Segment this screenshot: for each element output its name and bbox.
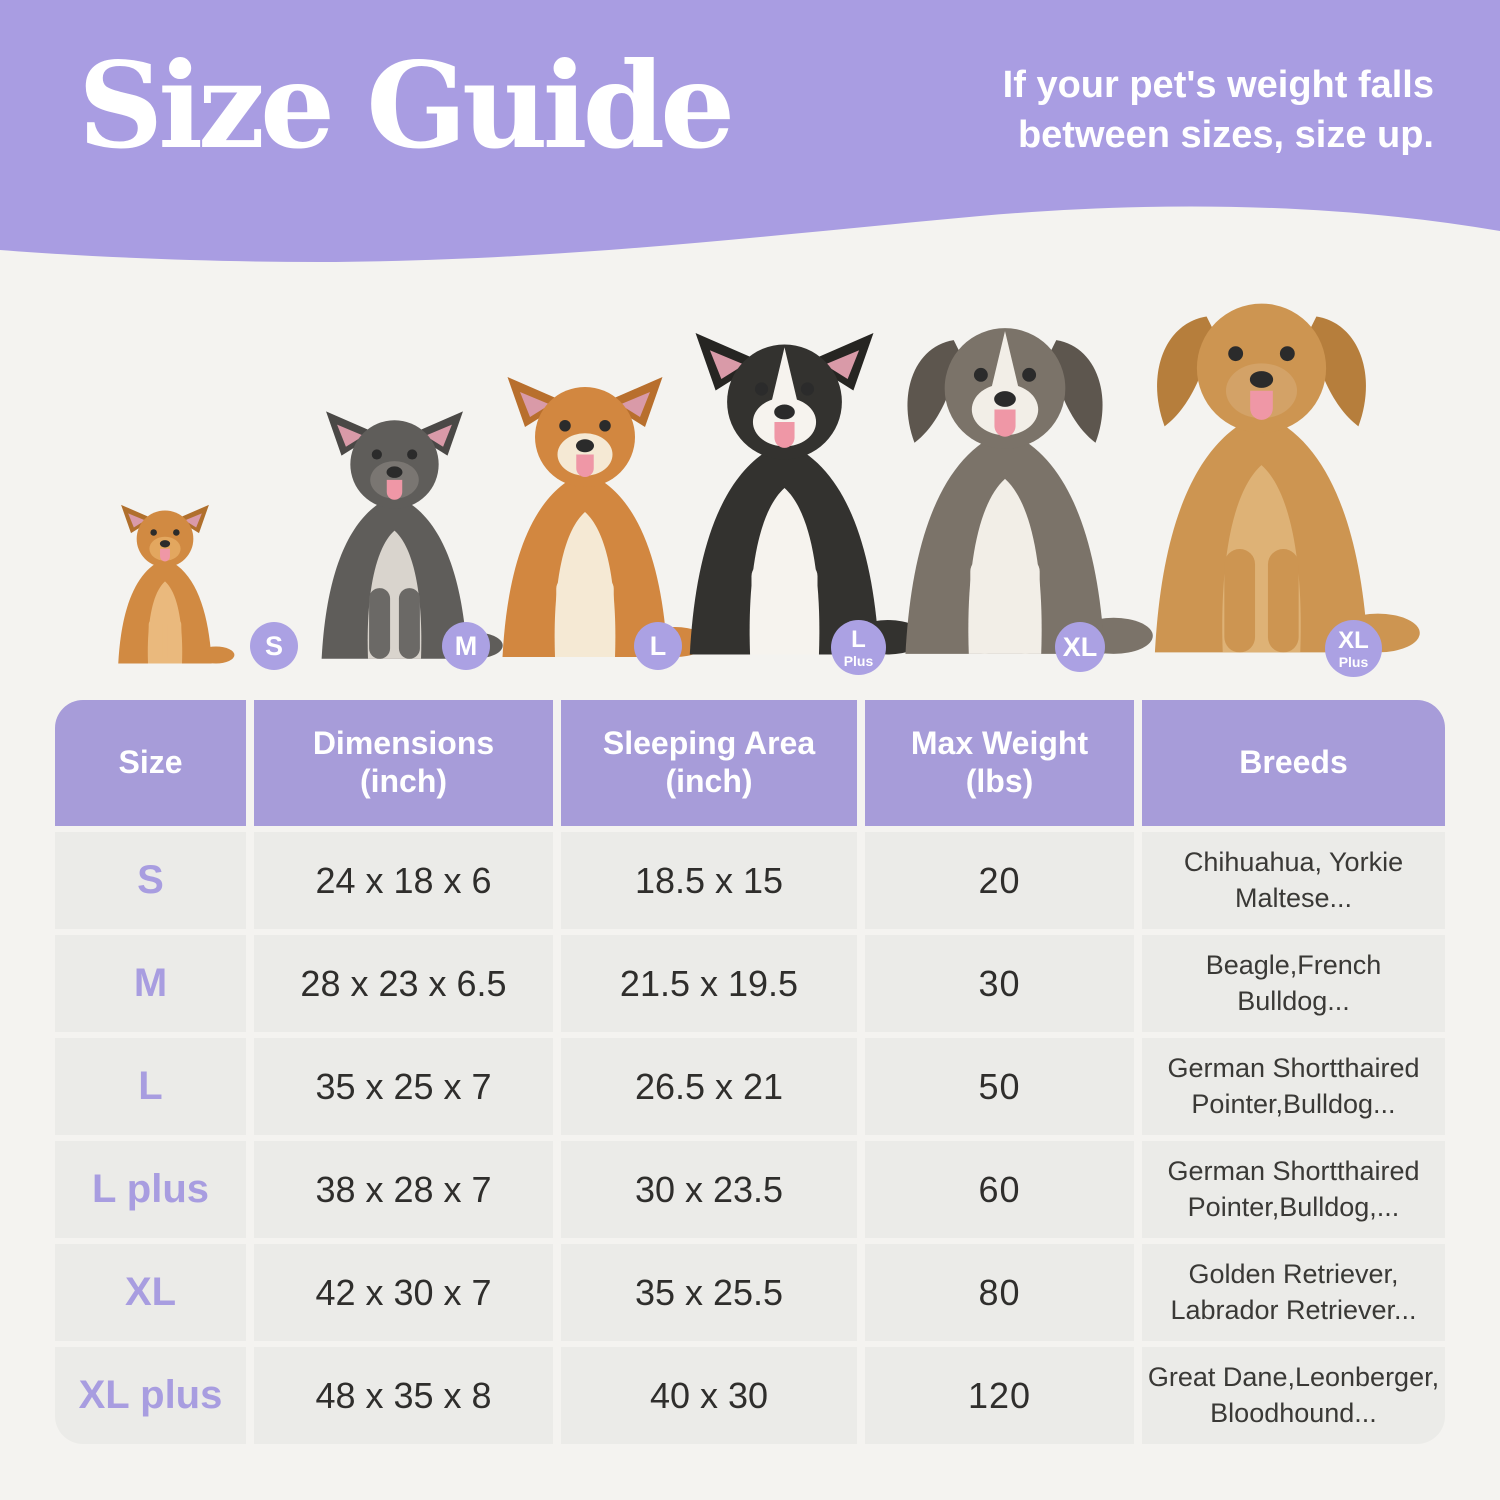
- cell-size-m: M: [55, 935, 246, 1032]
- cell-breeds-s: Chihuahua, Yorkie Maltese...: [1142, 832, 1445, 929]
- size-badge-xl-plus: XL Plus: [1325, 620, 1382, 677]
- cell-size-l: L: [55, 1038, 246, 1135]
- cell-max-weight-xl: 80: [865, 1244, 1134, 1341]
- cell-sleeping-area-m: 21.5 x 19.5: [561, 935, 857, 1032]
- size-badge-l-plus: L Plus: [831, 620, 886, 675]
- cell-dimensions-l: 35 x 25 x 7: [254, 1038, 553, 1135]
- cell-dimensions-l-plus: 38 x 28 x 7: [254, 1141, 553, 1238]
- cell-dimensions-m: 28 x 23 x 6.5: [254, 935, 553, 1032]
- cell-breeds-m: Beagle,French Bulldog...: [1142, 935, 1445, 1032]
- size-badge-s: S: [250, 622, 298, 670]
- cell-max-weight-xl-plus: 120: [865, 1347, 1134, 1444]
- size-badge-xl: XL: [1055, 622, 1105, 672]
- cell-max-weight-l: 50: [865, 1038, 1134, 1135]
- table-header-breeds: Breeds: [1142, 700, 1445, 826]
- cell-breeds-xl-plus: Great Dane,Leonberger, Bloodhound...: [1142, 1347, 1445, 1444]
- page-title: Size Guide: [78, 36, 735, 175]
- table-header-max-weight: Max Weight (lbs): [865, 700, 1134, 826]
- header-wave-background: [0, 0, 1500, 262]
- cell-size-s: S: [55, 832, 246, 929]
- cell-sleeping-area-xl: 35 x 25.5: [561, 1244, 857, 1341]
- cell-max-weight-s: 20: [865, 832, 1134, 929]
- size-badge-l: L: [634, 622, 682, 670]
- dog-golden-retriever-image: [1100, 284, 1423, 672]
- size-table: Size Dimensions (inch) Sleeping Area (in…: [55, 700, 1445, 1444]
- cell-sleeping-area-xl-plus: 40 x 30: [561, 1347, 857, 1444]
- cell-dimensions-xl: 42 x 30 x 7: [254, 1244, 553, 1341]
- table-header-dimensions: Dimensions (inch): [254, 700, 553, 826]
- size-badge-m: M: [442, 622, 490, 670]
- table-header-sleeping-area: Sleeping Area (inch): [561, 700, 857, 826]
- header-note: If your pet's weight falls between sizes…: [1002, 64, 1434, 157]
- cell-max-weight-m: 30: [865, 935, 1134, 1032]
- cell-sleeping-area-s: 18.5 x 15: [561, 832, 857, 929]
- cell-dimensions-s: 24 x 18 x 6: [254, 832, 553, 929]
- cell-max-weight-l-plus: 60: [865, 1141, 1134, 1238]
- dog-pomeranian-image: [94, 502, 236, 672]
- cell-sleeping-area-l-plus: 30 x 23.5: [561, 1141, 857, 1238]
- cell-breeds-xl: Golden Retriever, Labrador Retriever...: [1142, 1244, 1445, 1341]
- cell-breeds-l-plus: German Shortthaired Pointer,Bulldog,...: [1142, 1141, 1445, 1238]
- cell-size-xl-plus: XL plus: [55, 1347, 246, 1444]
- cell-size-l-plus: L plus: [55, 1141, 246, 1238]
- table-header-size: Size: [55, 700, 246, 826]
- cell-dimensions-xl-plus: 48 x 35 x 8: [254, 1347, 553, 1444]
- cell-breeds-l: German Shortthaired Pointer,Bulldog...: [1142, 1038, 1445, 1135]
- cell-size-xl: XL: [55, 1244, 246, 1341]
- cell-sleeping-area-l: 26.5 x 21: [561, 1038, 857, 1135]
